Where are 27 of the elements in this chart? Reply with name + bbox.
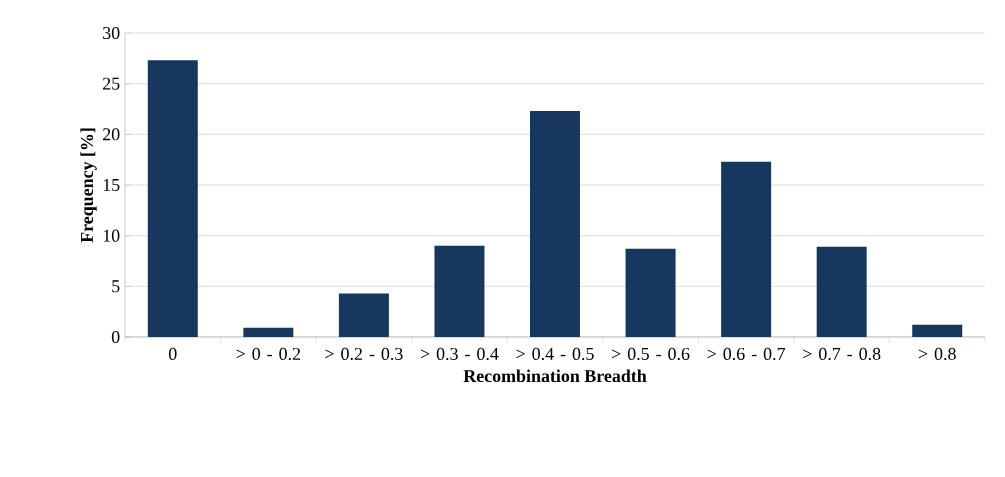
bar [243, 327, 294, 337]
x-tick-label: > 0 - 0.2 [236, 347, 301, 361]
bar [816, 246, 867, 337]
y-tick-label: 30 [103, 26, 120, 40]
y-tick-label: 10 [103, 229, 120, 242]
x-tick-label: > 0.4 - 0.5 [516, 347, 594, 361]
x-tick-label: 0 [168, 347, 177, 360]
x-tick-label: > 0.7 - 0.8 [803, 347, 881, 361]
y-tick-label: 5 [112, 280, 120, 293]
bar [147, 60, 198, 337]
bar [912, 324, 963, 337]
y-axis-title: Frequency [%] [80, 128, 97, 243]
y-tick-label: 20 [103, 128, 120, 141]
y-tick-label: 25 [103, 77, 120, 90]
bar [434, 245, 485, 337]
bar [721, 161, 772, 337]
x-tick-label: > 0.5 - 0.6 [612, 347, 690, 361]
bar [625, 248, 676, 337]
x-tick-label: > 0.2 - 0.3 [325, 347, 403, 361]
x-axis-title: Recombination Breadth [463, 369, 647, 383]
x-tick-label: > 0.3 - 0.4 [420, 347, 499, 361]
x-tick-label: > 0.8 [918, 347, 956, 361]
bar [530, 111, 581, 337]
y-tick-label: 15 [103, 178, 120, 191]
bar [338, 293, 389, 337]
y-tick-label: 0 [111, 330, 120, 344]
x-tick-label: > 0.6 - 0.7 [707, 347, 786, 361]
